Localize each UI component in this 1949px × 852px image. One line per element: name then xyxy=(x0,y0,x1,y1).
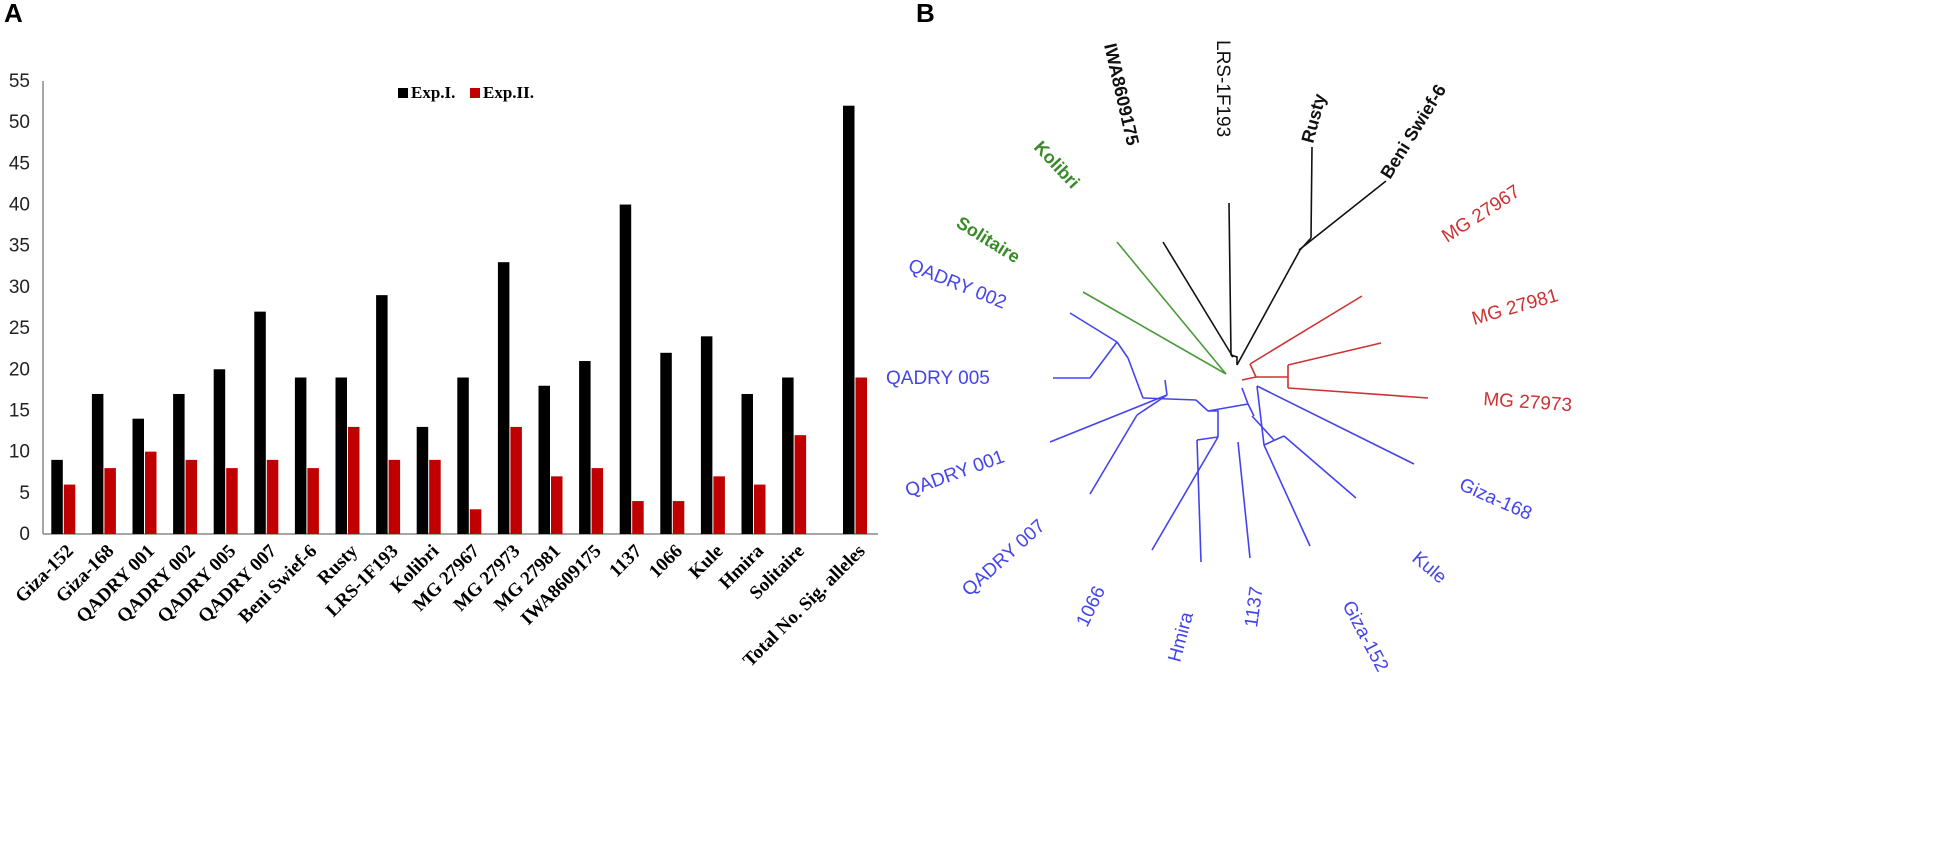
bar-exp1 xyxy=(660,352,672,534)
y-tick-label: 25 xyxy=(9,318,30,339)
bar-exp2 xyxy=(145,451,157,534)
legend-label: Exp.II. xyxy=(483,83,534,102)
y-tick-label: 30 xyxy=(9,277,30,298)
leaf-label: MG 27973 xyxy=(1483,389,1573,416)
bar-exp1 xyxy=(579,361,591,534)
branch-group-black xyxy=(1162,146,1387,366)
leaf-label: IWA8609175 xyxy=(1100,41,1143,147)
leaf-label: MG 27981 xyxy=(1470,285,1561,330)
bar-exp2 xyxy=(632,501,644,534)
bar-exp2 xyxy=(226,468,238,534)
bar-exp2 xyxy=(754,484,766,534)
legend-label: Exp.I. xyxy=(411,83,455,102)
legend: Exp.I. Exp.II. xyxy=(398,83,534,102)
leaf-label: Giza-152 xyxy=(1338,597,1393,675)
leaf-label: QADRY 007 xyxy=(958,516,1049,601)
bar-exp2 xyxy=(104,468,116,534)
leaf-label: Kule xyxy=(1408,548,1451,589)
bar-exp1 xyxy=(782,377,794,534)
y-tick-label: 35 xyxy=(9,236,30,257)
leaf-label: LRS-1F193 xyxy=(1212,40,1233,137)
bar-exp1 xyxy=(91,393,104,534)
leaf-label: Hmira xyxy=(1165,610,1199,665)
bar-exp2 xyxy=(855,377,867,534)
legend-swatch xyxy=(398,88,408,98)
y-tick-label: 10 xyxy=(9,442,30,463)
leaf-label: Kolibri xyxy=(1030,137,1084,192)
leaf-label: 1137 xyxy=(1241,585,1267,628)
bar-exp1 xyxy=(843,105,855,534)
leaf-label: QADRY 002 xyxy=(905,255,1009,313)
bar-exp2 xyxy=(429,459,441,534)
bar-exp2 xyxy=(348,426,360,534)
leaf-label: Rusty xyxy=(1298,92,1330,145)
dendrogram: IWA8609175 LRS-1F193 Rusty Beni Swief-6 … xyxy=(886,40,1573,675)
bars xyxy=(51,105,867,534)
bar-exp1 xyxy=(213,369,226,534)
leaf-label: Beni Swief-6 xyxy=(1376,81,1450,182)
panel-a-label: A xyxy=(4,0,23,28)
y-tick-label: 0 xyxy=(19,524,30,545)
bar-exp1 xyxy=(741,393,753,534)
y-tick-label: 15 xyxy=(9,400,30,421)
bar-exp1 xyxy=(376,295,388,534)
dendrogram-branches xyxy=(1049,146,1429,563)
dendrogram-leaf-labels: IWA8609175 LRS-1F193 Rusty Beni Swief-6 … xyxy=(886,40,1573,675)
bar-exp2 xyxy=(185,459,198,534)
bar-chart: 0 5 10 15 20 25 30 35 40 45 50 55 Giza-152Giza-168Q… xyxy=(9,71,878,671)
x-tick-label: 1137 xyxy=(605,540,646,581)
bar-exp2 xyxy=(551,476,563,534)
bar-exp1 xyxy=(619,204,632,534)
leaf-label: QADRY 005 xyxy=(886,368,990,389)
bar-exp2 xyxy=(510,426,522,534)
bar-exp1 xyxy=(173,393,185,534)
leaf-label: QADRY 001 xyxy=(903,446,1008,501)
bar-exp1 xyxy=(457,377,469,534)
bar-exp2 xyxy=(713,476,725,534)
bar-exp2 xyxy=(591,468,604,534)
bar-exp1 xyxy=(51,459,63,534)
leaf-label: MG 27967 xyxy=(1438,181,1524,247)
leaf-label: 1066 xyxy=(1073,583,1110,630)
bar-exp2 xyxy=(63,484,76,534)
y-tick-label: 5 xyxy=(19,483,30,504)
legend-swatch xyxy=(470,88,480,98)
bar-exp1 xyxy=(254,311,266,534)
bar-exp2 xyxy=(307,468,319,534)
bar-exp1 xyxy=(538,385,550,534)
bar-exp1 xyxy=(700,336,713,534)
y-tick-label: 40 xyxy=(9,195,30,216)
panel-b-label: B xyxy=(916,0,935,28)
y-tick-label: 45 xyxy=(9,153,30,174)
bar-exp2 xyxy=(672,501,685,534)
y-tick-label: 50 xyxy=(9,112,30,133)
x-tick-label: 1066 xyxy=(645,541,687,583)
bar-exp1 xyxy=(294,377,307,534)
leaf-label: Solitaire xyxy=(953,212,1024,267)
branch-group-green xyxy=(1082,241,1227,375)
y-tick-label: 55 xyxy=(9,71,30,92)
bar-exp1 xyxy=(497,262,510,534)
branch-group-red xyxy=(1241,295,1429,399)
branch-group-blue xyxy=(1049,312,1415,563)
bar-exp2 xyxy=(388,459,401,534)
y-tick-label: 20 xyxy=(9,359,30,380)
bar-exp2 xyxy=(266,459,279,534)
leaf-label: Giza-168 xyxy=(1456,474,1535,525)
bar-exp2 xyxy=(469,509,482,534)
bar-exp1 xyxy=(416,426,429,534)
bar-exp2 xyxy=(794,435,807,534)
bar-exp1 xyxy=(335,377,347,534)
bar-exp1 xyxy=(132,418,144,534)
